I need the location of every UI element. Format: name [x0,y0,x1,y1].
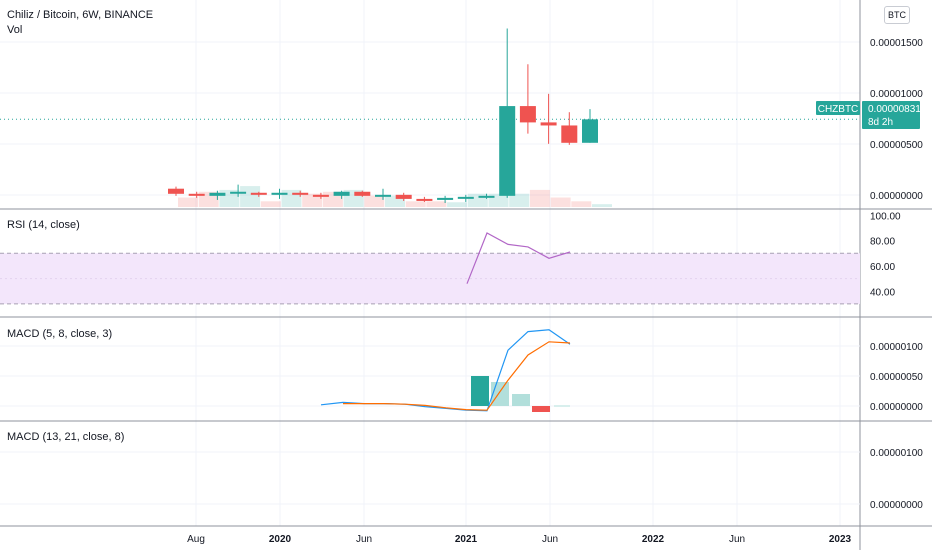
candle-body[interactable] [354,191,371,196]
time-axis[interactable]: Aug 2020 Jun 2021 Jun 2022 Jun 2023 [187,534,851,545]
rsi-pane[interactable] [0,232,860,305]
candle-body[interactable] [437,197,454,200]
time-axis-tick-label: 2023 [829,534,852,545]
rsi-line[interactable] [466,232,571,284]
price-axis[interactable]: 0.00000000 0.00000500 0.00001000 0.00001500… [870,38,923,511]
volume-label[interactable]: Vol [7,24,23,36]
macd2-axis-tick-label: 0.00000000 [870,500,923,511]
candle-body[interactable] [395,194,412,199]
volume-bar [385,195,405,207]
macd-axis-tick-label: 0.00000100 [870,342,923,353]
volume-bar [302,193,323,207]
price-axis-tick-label: 0.00000000 [870,191,923,202]
macd-secondary-label[interactable]: MACD (13, 21, close, 8) [7,431,125,443]
time-axis-tick-label: 2022 [642,534,665,545]
volume-bar [447,202,468,207]
macd-histogram-bar [491,382,509,406]
time-axis-tick-label: 2021 [455,534,478,545]
candlestick-series[interactable] [168,28,598,203]
symbol-tag-box [816,101,860,115]
volume-bar [509,193,530,207]
signal-line[interactable] [343,341,571,411]
volume-bar [467,193,488,207]
volume-bar [240,186,261,207]
macd-histogram-bar [471,376,489,406]
candle-body[interactable] [457,196,474,199]
candle-body[interactable] [540,122,557,126]
time-axis-tick-label: Aug [187,534,205,545]
time-axis-tick-label: Jun [356,534,372,545]
rsi-axis-tick-label: 80.00 [870,237,895,248]
volume-bar [281,189,302,207]
time-axis-tick-label: 2020 [269,534,292,545]
price-tag-box [862,101,920,129]
volume-bar [260,201,281,207]
symbol-tag-text: CHZBTC [818,104,859,115]
macd-pane[interactable] [320,329,571,412]
rsi-axis-tick-label: 40.00 [870,287,895,298]
candle-body[interactable] [416,198,433,201]
symbol-title[interactable]: Chiliz / Bitcoin, 6W, BINANCE [7,9,154,21]
macd-axis-tick-label: 0.00000050 [870,372,923,383]
time-axis-tick-label: Jun [729,534,745,545]
price-tag-text: 0.00000831 [868,104,921,115]
candle-body[interactable] [271,192,288,195]
candle-body[interactable] [312,194,329,197]
price-tag: CHZBTC 0.00000831 8d 2h [816,101,921,129]
candle-body[interactable] [375,194,391,197]
macd-histogram-bar [532,406,550,412]
volume-bar [364,195,385,207]
volume-bar [178,197,198,207]
candle-body[interactable] [250,192,267,195]
price-axis-tick-label: 0.00000500 [870,140,923,151]
candle-body[interactable] [209,192,226,196]
currency-button[interactable]: BTC [884,6,910,24]
candle-body[interactable] [230,191,247,194]
time-axis-tick-label: Jun [542,534,558,545]
countdown-text: 8d 2h [868,117,893,128]
candle-body[interactable] [292,192,309,195]
candle-body[interactable] [333,191,350,196]
volume-bar [426,201,447,207]
macd-histogram-bar [512,394,530,406]
candle-body[interactable] [582,119,598,143]
macd-axis-tick-label: 0.00000000 [870,402,923,413]
candle-body[interactable] [499,106,516,196]
volume-bars [178,186,612,207]
candle-body[interactable] [478,195,495,198]
price-axis-tick-label: 0.00001000 [870,89,923,100]
candle-body[interactable] [188,193,205,196]
volume-bar [550,197,571,207]
candle-body[interactable] [519,106,536,123]
volume-bar [529,189,550,207]
macd-line[interactable] [320,329,571,412]
volume-bar [592,204,612,207]
macd-label[interactable]: MACD (5, 8, close, 3) [7,328,113,340]
volume-bar [405,201,426,207]
candle-body[interactable] [561,125,578,143]
rsi-axis-tick-label: 100.00 [870,211,901,222]
rsi-axis-tick-label: 60.00 [870,262,895,273]
candle-body[interactable] [168,188,184,194]
price-axis-tick-label: 0.00001500 [870,38,923,49]
macd2-axis-tick-label: 0.00000100 [870,448,923,459]
rsi-label[interactable]: RSI (14, close) [7,219,80,231]
volume-bar [571,201,592,207]
